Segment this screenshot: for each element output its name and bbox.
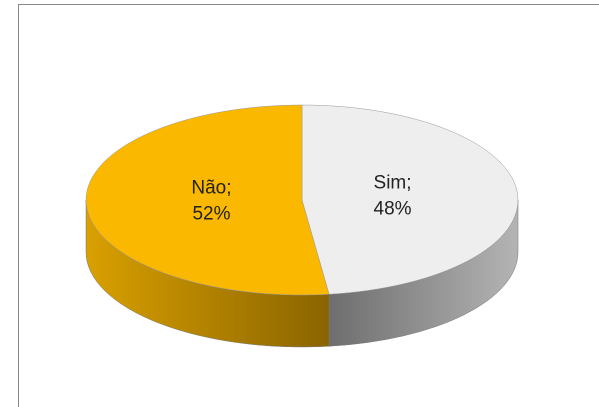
slice-category-label: Não;: [191, 178, 231, 199]
slice-category-label: Sim;: [374, 173, 412, 194]
slice: [85, 104, 330, 296]
slice-value-label: 52%: [192, 204, 230, 225]
slice: [301, 104, 519, 295]
slice-value-label: 48%: [374, 199, 412, 220]
